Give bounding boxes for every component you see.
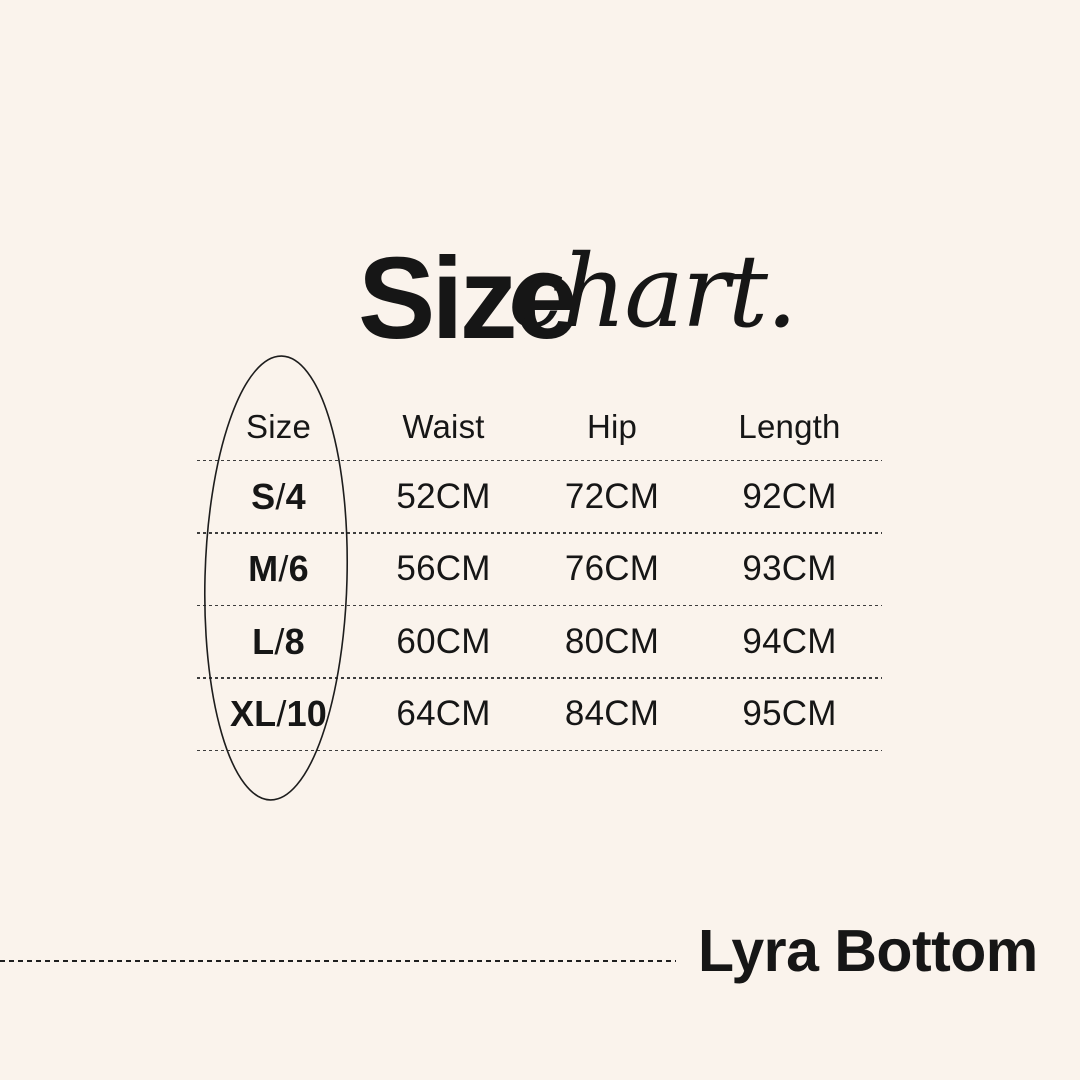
- row-divider: [197, 604, 882, 606]
- length-value: 93CM: [742, 549, 837, 588]
- table-row: XL/10 64CM 84CM 95CM: [197, 679, 882, 750]
- hip-value: 80CM: [564, 621, 660, 661]
- size-label: M/6: [248, 548, 309, 589]
- size-table: Size Waist Hip Length S/4 52CM 72CM 92CM…: [197, 395, 882, 751]
- size-label: XL/10: [229, 693, 328, 734]
- column-header-size: Size: [246, 408, 311, 446]
- row-divider: [197, 459, 882, 461]
- table-row: S/4 52CM 72CM 92CM: [197, 461, 882, 532]
- row-divider: [197, 532, 882, 534]
- waist-value: 56CM: [396, 549, 491, 588]
- page-title-script: chart.: [508, 233, 798, 350]
- hip-value: 76CM: [564, 549, 660, 588]
- column-header-length: Length: [738, 408, 841, 446]
- page-title: Size: [358, 232, 578, 363]
- hip-value: 84CM: [564, 694, 660, 733]
- table-row: L/8 60CM 80CM 94CM: [197, 606, 882, 677]
- row-divider: [197, 749, 882, 751]
- product-name: Lyra Bottom: [698, 918, 1038, 984]
- column-header-waist: Waist: [402, 408, 485, 446]
- waist-value: 60CM: [396, 621, 491, 661]
- hip-value: 72CM: [564, 476, 660, 516]
- footer-divider: [0, 960, 676, 962]
- size-label: S/4: [251, 475, 306, 517]
- waist-value: 52CM: [396, 476, 491, 516]
- length-value: 92CM: [742, 476, 837, 516]
- row-divider: [197, 677, 882, 679]
- column-header-hip: Hip: [586, 408, 638, 446]
- waist-value: 64CM: [396, 694, 491, 733]
- length-value: 94CM: [742, 621, 837, 661]
- table-header-row: Size Waist Hip Length: [197, 395, 882, 460]
- table-row: M/6 56CM 76CM 93CM: [197, 534, 882, 605]
- length-value: 95CM: [742, 694, 837, 733]
- size-label: L/8: [252, 620, 305, 662]
